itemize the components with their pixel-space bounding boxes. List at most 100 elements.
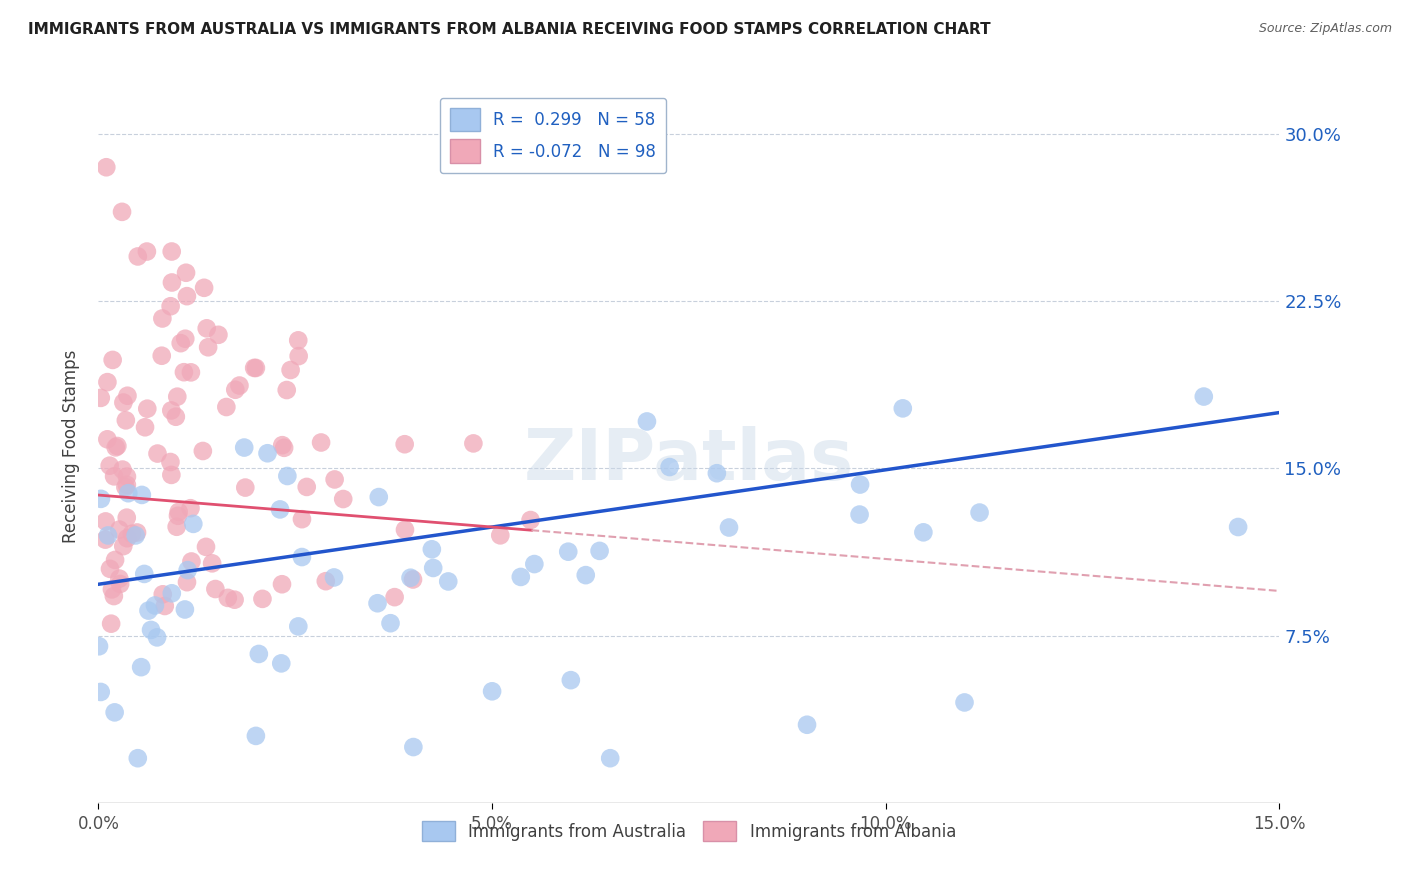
Point bbox=[105, 439, 128, 453]
Point bbox=[174, 266, 197, 280]
Point bbox=[315, 574, 337, 589]
Y-axis label: Receiving Food Stamps: Receiving Food Stamps bbox=[62, 350, 80, 542]
Point bbox=[233, 441, 256, 455]
Point bbox=[399, 571, 422, 585]
Point bbox=[173, 602, 195, 616]
Point bbox=[117, 486, 139, 500]
Point bbox=[160, 276, 183, 290]
Point bbox=[717, 520, 740, 534]
Point bbox=[131, 488, 153, 502]
Point bbox=[181, 516, 204, 531]
Point bbox=[139, 623, 162, 637]
Point bbox=[135, 244, 157, 259]
Point bbox=[176, 563, 198, 577]
Point bbox=[108, 572, 131, 586]
Point bbox=[287, 349, 309, 363]
Point bbox=[658, 460, 681, 475]
Point bbox=[180, 554, 202, 568]
Point bbox=[276, 469, 298, 483]
Point bbox=[245, 729, 267, 743]
Point bbox=[969, 506, 991, 520]
Point bbox=[179, 501, 201, 516]
Point bbox=[588, 544, 610, 558]
Point bbox=[295, 480, 318, 494]
Point bbox=[160, 244, 183, 259]
Point bbox=[276, 383, 298, 397]
Point bbox=[112, 539, 135, 553]
Point bbox=[796, 717, 818, 731]
Point bbox=[252, 591, 274, 606]
Point bbox=[96, 161, 118, 175]
Point bbox=[129, 660, 152, 674]
Point bbox=[437, 574, 460, 589]
Point bbox=[104, 441, 127, 455]
Point bbox=[422, 561, 444, 575]
Point bbox=[115, 531, 138, 545]
Point bbox=[519, 513, 541, 527]
Point bbox=[280, 363, 302, 377]
Point bbox=[96, 375, 118, 389]
Point bbox=[90, 491, 112, 506]
Point bbox=[134, 420, 156, 434]
Text: Source: ZipAtlas.com: Source: ZipAtlas.com bbox=[1258, 22, 1392, 36]
Point bbox=[215, 400, 238, 414]
Point bbox=[176, 575, 198, 590]
Point bbox=[1227, 520, 1250, 534]
Point bbox=[104, 553, 127, 567]
Text: ZIPatlas: ZIPatlas bbox=[524, 425, 853, 495]
Point bbox=[127, 249, 149, 264]
Point bbox=[323, 473, 346, 487]
Point bbox=[291, 549, 314, 564]
Point bbox=[103, 589, 125, 603]
Point bbox=[117, 389, 139, 403]
Point bbox=[636, 414, 658, 428]
Point bbox=[115, 478, 138, 492]
Point bbox=[575, 568, 598, 582]
Point bbox=[394, 523, 416, 537]
Point bbox=[90, 685, 112, 699]
Point bbox=[481, 684, 503, 698]
Point bbox=[273, 441, 295, 455]
Point bbox=[207, 327, 229, 342]
Point bbox=[201, 557, 224, 571]
Point bbox=[101, 582, 124, 597]
Point bbox=[112, 395, 135, 409]
Point bbox=[706, 467, 728, 481]
Point bbox=[402, 573, 425, 587]
Point bbox=[138, 604, 160, 618]
Point bbox=[912, 525, 935, 540]
Point bbox=[134, 566, 156, 581]
Point bbox=[245, 360, 267, 375]
Point bbox=[97, 528, 120, 542]
Point bbox=[402, 740, 425, 755]
Point bbox=[1192, 390, 1215, 404]
Point bbox=[167, 505, 190, 519]
Point bbox=[160, 586, 183, 600]
Point bbox=[523, 557, 546, 571]
Point bbox=[170, 336, 193, 351]
Point bbox=[160, 467, 183, 482]
Point bbox=[115, 510, 138, 524]
Point bbox=[367, 596, 389, 610]
Point bbox=[127, 751, 149, 765]
Point bbox=[204, 582, 226, 596]
Point bbox=[287, 619, 309, 633]
Point bbox=[159, 455, 181, 469]
Point bbox=[121, 526, 143, 541]
Point bbox=[94, 533, 117, 547]
Point bbox=[256, 446, 278, 460]
Point bbox=[224, 383, 246, 397]
Point bbox=[195, 321, 218, 335]
Point bbox=[153, 599, 176, 613]
Point bbox=[180, 365, 202, 379]
Point bbox=[166, 520, 188, 534]
Point bbox=[243, 360, 266, 375]
Point bbox=[96, 432, 118, 446]
Point bbox=[125, 525, 148, 540]
Point bbox=[160, 403, 183, 417]
Point bbox=[90, 391, 112, 405]
Point bbox=[367, 490, 389, 504]
Point bbox=[193, 281, 215, 295]
Point bbox=[152, 587, 174, 601]
Point bbox=[191, 444, 214, 458]
